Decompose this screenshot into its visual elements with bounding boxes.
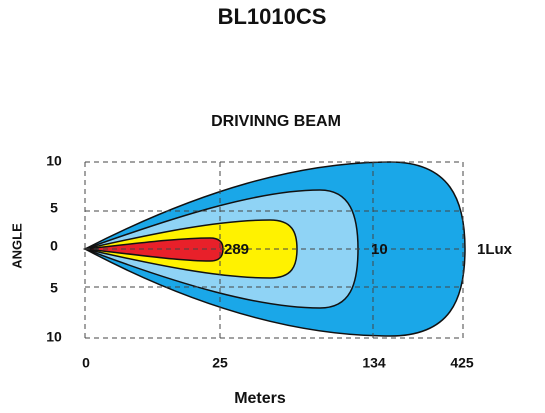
x-tick-label: 0 (82, 355, 90, 371)
y-axis-label: ANGLE (9, 223, 24, 269)
y-tick-label: 5 (50, 200, 58, 216)
y-tick-label: 0 (50, 238, 58, 254)
x-tick-label: 134 (362, 355, 386, 371)
grid (84, 161, 464, 339)
x-tick-label: 25 (212, 355, 228, 371)
y-tick-label: 10 (46, 153, 62, 169)
subtitle: DRIVINNG BEAM (211, 113, 341, 130)
x-tick-label: 425 (450, 355, 474, 371)
contour-label: 1Lux (477, 241, 513, 258)
y-tick-label: 10 (46, 329, 62, 345)
contour-label: 10 (371, 241, 388, 258)
contour-label: 289 (224, 241, 249, 258)
y-tick-label: 5 (50, 280, 58, 296)
x-axis-label: Meters (234, 390, 286, 407)
title: BL1010CS (218, 4, 327, 29)
